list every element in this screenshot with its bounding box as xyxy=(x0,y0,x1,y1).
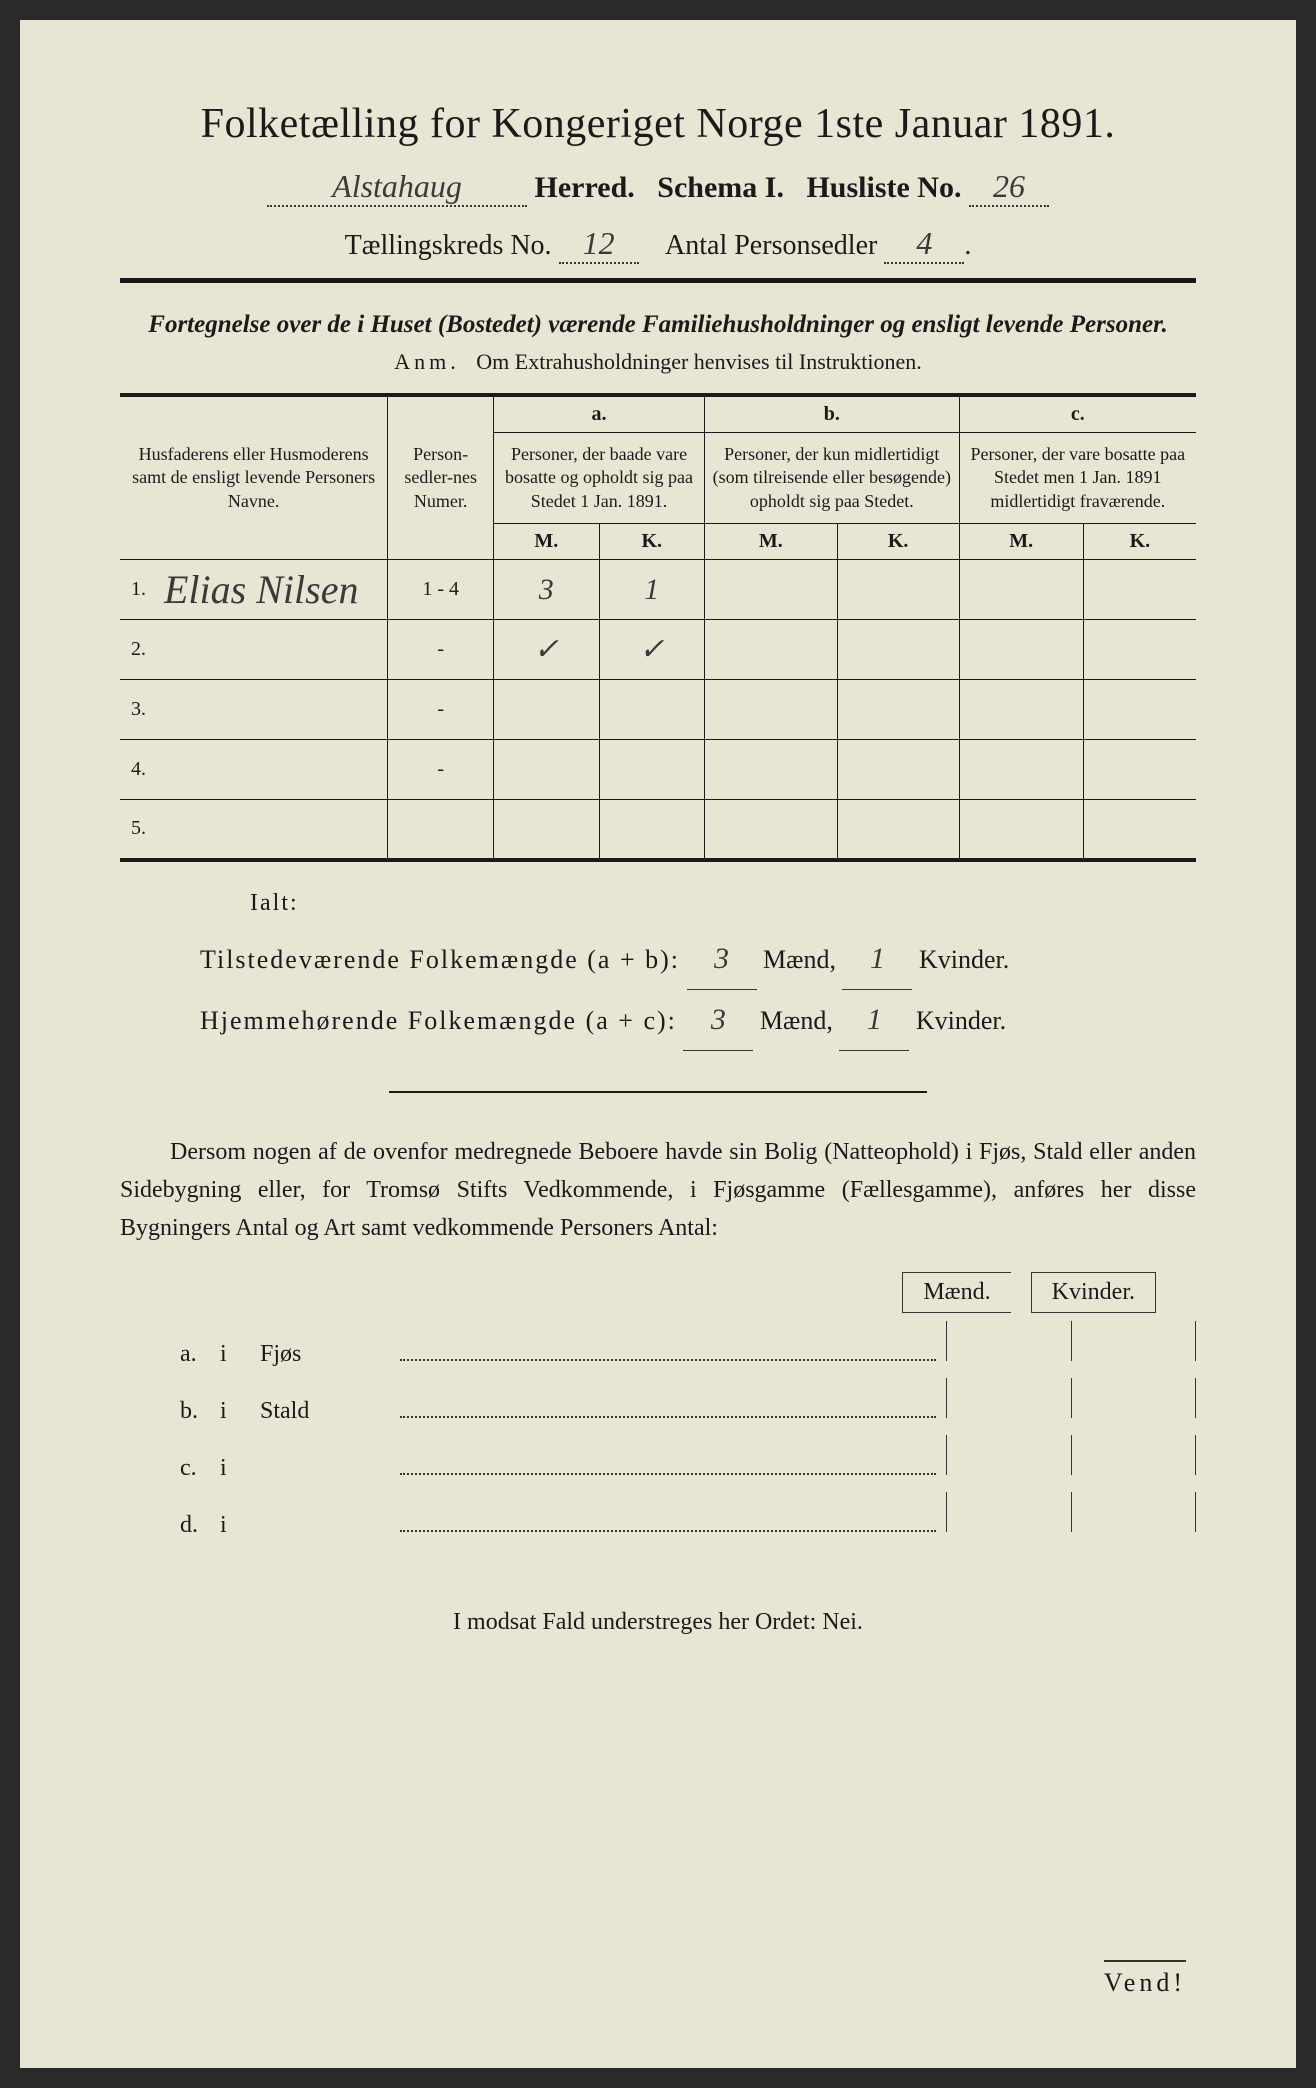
building-list: a. i Fjøs b. i Stald c. i d. i xyxy=(180,1321,1196,1549)
col-numer: Person-sedler-nes Numer. xyxy=(388,395,494,560)
col-b-k: K. xyxy=(837,524,959,560)
col-c-desc: Personer, der vare bosatte paa Stedet me… xyxy=(959,433,1196,524)
table-row: 4. - xyxy=(120,740,1196,800)
footer-line: I modsat Fald understreges her Ordet: Ne… xyxy=(120,1609,1196,1636)
kreds-label: Tællingskreds No. xyxy=(345,230,552,261)
header-row-1: Alstahaug Herred. Schema I. Husliste No.… xyxy=(120,168,1196,207)
table-row: 1. Elias Nilsen 1 - 4 3 1 xyxy=(120,560,1196,620)
husliste-label: Husliste No. xyxy=(806,171,961,204)
totals-line-1: Tilstedeværende Folkemængde (a + b): 3 M… xyxy=(200,929,1196,990)
rule-1 xyxy=(120,278,1196,283)
col-a-desc: Personer, der baade vare bosatte og opho… xyxy=(494,433,705,524)
col-a-letter: a. xyxy=(494,395,705,433)
table-row: 5. xyxy=(120,800,1196,860)
col-c-k: K. xyxy=(1083,524,1196,560)
ialt-label: Ialt: xyxy=(250,890,1196,917)
building-row: c. i xyxy=(180,1435,1196,1492)
antal-label: Antal Personsedler xyxy=(665,230,877,261)
census-table: Husfaderens eller Husmoderens samt de en… xyxy=(120,393,1196,862)
col-b-desc: Personer, der kun midlertidigt (som tilr… xyxy=(705,433,960,524)
totals-block: Tilstedeværende Folkemængde (a + b): 3 M… xyxy=(200,929,1196,1051)
col-b-letter: b. xyxy=(705,395,960,433)
building-row: a. i Fjøs xyxy=(180,1321,1196,1378)
totals-line-2: Hjemmehørende Folkemængde (a + c): 3 Mæn… xyxy=(200,990,1196,1051)
page-title: Folketælling for Kongeriget Norge 1ste J… xyxy=(120,100,1196,148)
col-a-m: M. xyxy=(494,524,600,560)
table-row: 2. - ✓ ✓ xyxy=(120,620,1196,680)
herred-value: Alstahaug xyxy=(267,168,527,207)
col-c-m: M. xyxy=(959,524,1083,560)
anm-text: Om Extrahusholdninger henvises til Instr… xyxy=(476,349,921,374)
building-row: b. i Stald xyxy=(180,1378,1196,1435)
vend-label: Vend! xyxy=(1104,1960,1186,1998)
kreds-value: 12 xyxy=(559,225,639,264)
header-row-2: Tællingskreds No. 12 Antal Personsedler … xyxy=(120,225,1196,264)
col-c-letter: c. xyxy=(959,395,1196,433)
table-row: 3. - xyxy=(120,680,1196,740)
col-a-k: K. xyxy=(599,524,705,560)
mk-m: Mænd. xyxy=(902,1272,1010,1313)
col-name: Husfaderens eller Husmoderens samt de en… xyxy=(120,395,388,560)
antal-value: 4 xyxy=(884,225,964,264)
mk-k: Kvinder. xyxy=(1031,1272,1156,1313)
mk-header: Mænd. Kvinder. xyxy=(120,1272,1196,1313)
anm-line: Anm. Om Extrahusholdninger henvises til … xyxy=(120,349,1196,375)
census-form-page: Folketælling for Kongeriget Norge 1ste J… xyxy=(20,20,1296,2068)
subtitle: Fortegnelse over de i Huset (Bostedet) v… xyxy=(120,311,1196,339)
rule-2 xyxy=(389,1091,927,1093)
building-row: d. i xyxy=(180,1492,1196,1549)
husliste-value: 26 xyxy=(969,168,1049,207)
anm-label: Anm. xyxy=(394,349,460,374)
herred-label: Herred. xyxy=(535,171,635,204)
schema-label: Schema I. xyxy=(657,171,784,204)
col-b-m: M. xyxy=(705,524,838,560)
building-paragraph: Dersom nogen af de ovenfor medregnede Be… xyxy=(120,1133,1196,1248)
